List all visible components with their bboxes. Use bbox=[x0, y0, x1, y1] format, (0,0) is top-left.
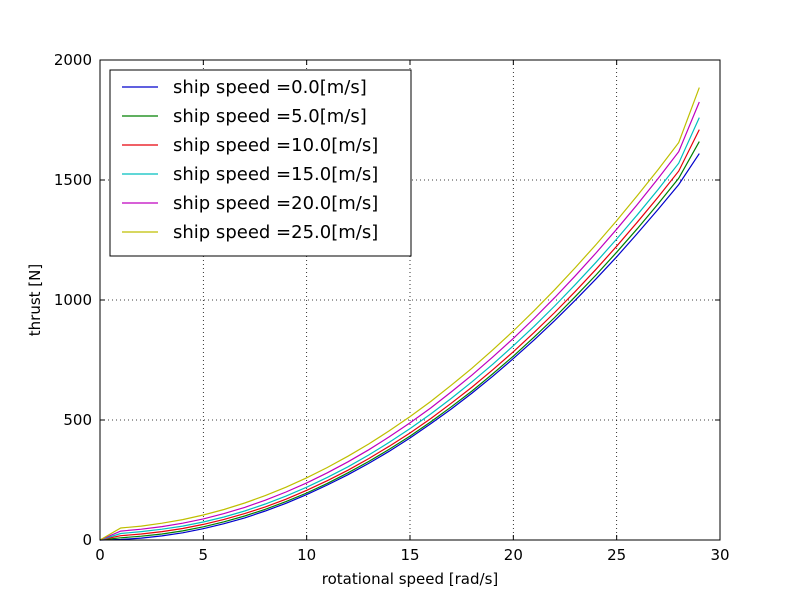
y-tick-label: 0 bbox=[82, 531, 92, 549]
legend-label: ship speed =0.0[m/s] bbox=[173, 77, 367, 98]
series-lines bbox=[99, 87, 700, 541]
series-line-4 bbox=[99, 101, 700, 541]
x-axis-title: rotational speed [rad/s] bbox=[322, 570, 498, 588]
legend: ship speed =0.0[m/s] ship speed =5.0[m/s]… bbox=[109, 69, 412, 257]
legend-label: ship speed =5.0[m/s] bbox=[173, 106, 367, 127]
y-tick-label: 500 bbox=[63, 411, 92, 429]
y-tick-label: 1500 bbox=[54, 171, 92, 189]
x-tick-label: 10 bbox=[297, 546, 316, 564]
series-line-0 bbox=[99, 153, 700, 541]
legend-box bbox=[109, 69, 412, 257]
x-tick-label: 30 bbox=[710, 546, 729, 564]
y-axis-title: thrust [N] bbox=[26, 264, 44, 336]
series-line-5 bbox=[99, 87, 700, 541]
legend-label: ship speed =15.0[m/s] bbox=[173, 164, 378, 185]
series-line-1 bbox=[99, 141, 700, 541]
x-tick-label: 25 bbox=[607, 546, 626, 564]
y-tick-label: 1000 bbox=[54, 291, 92, 309]
series-line-3 bbox=[99, 117, 700, 541]
x-tick-label: 5 bbox=[199, 546, 209, 564]
x-tick-label: 0 bbox=[95, 546, 105, 564]
y-tick-label: 2000 bbox=[54, 51, 92, 69]
x-tick-label: 15 bbox=[400, 546, 419, 564]
legend-label: ship speed =10.0[m/s] bbox=[173, 135, 378, 156]
legend-label: ship speed =25.0[m/s] bbox=[173, 222, 378, 243]
legend-label: ship speed =20.0[m/s] bbox=[173, 193, 378, 214]
series-line-2 bbox=[99, 129, 700, 541]
x-tick-label: 20 bbox=[504, 546, 523, 564]
axis-ticks: 0 5 10 15 20 25 30 0 500 1000 1500 2000 bbox=[54, 51, 730, 564]
